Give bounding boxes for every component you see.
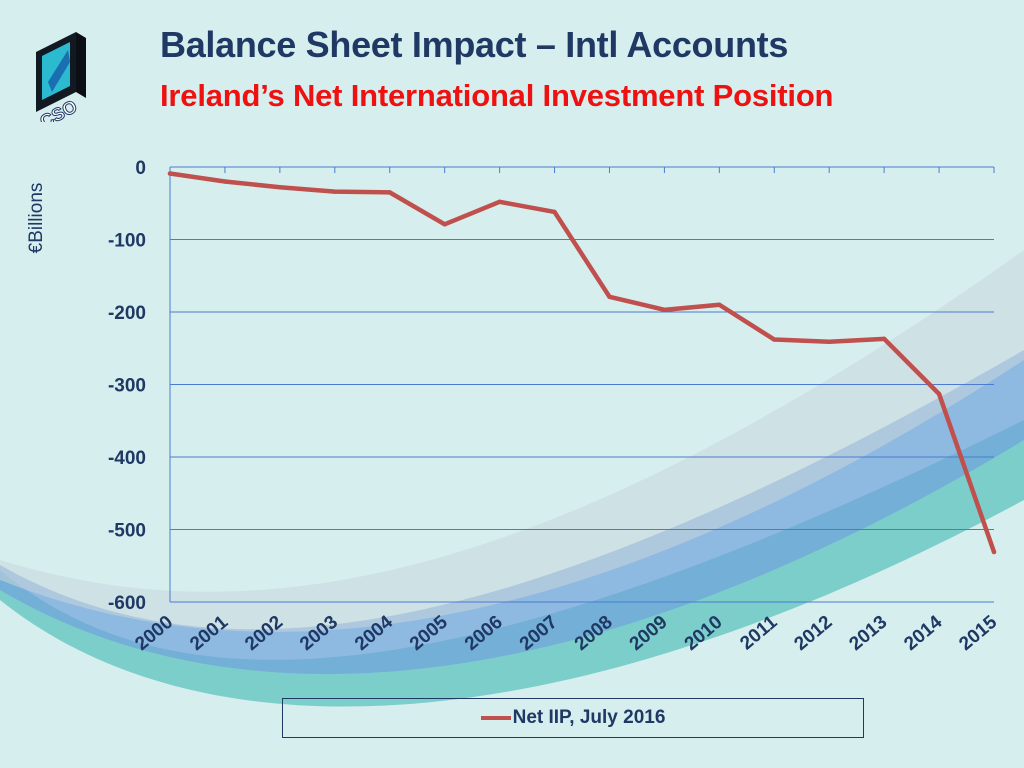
data-point <box>552 209 557 215</box>
data-point <box>442 222 447 227</box>
data-point <box>772 337 777 342</box>
x-tick-label: 2007 <box>516 612 562 655</box>
x-tick-label: 2012 <box>791 612 837 655</box>
data-point <box>277 185 283 190</box>
x-tick-label: 2011 <box>736 611 781 654</box>
y-tick-label: -100 <box>108 231 146 252</box>
data-point <box>387 190 392 195</box>
legend: Net IIP, July 2016 <box>282 698 864 738</box>
x-tick-label: 2002 <box>241 612 287 655</box>
cso-logo-icon: CSO <box>36 32 86 122</box>
x-tick-labels: 2000 2001 2002 2003 2004 2005 2006 2007 2008 2009… <box>131 611 1001 655</box>
x-tick-label: 2015 <box>955 611 1001 655</box>
y-tick-label: 0 <box>135 158 146 179</box>
y-axis-label: €Billions <box>26 183 47 254</box>
data-point <box>607 294 612 299</box>
y-tick-label: -200 <box>108 303 146 324</box>
y-tick-label: -300 <box>108 376 146 397</box>
axes <box>169 167 995 602</box>
data-point <box>936 391 942 397</box>
x-tick-label: 2008 <box>571 612 617 655</box>
data-point <box>717 302 722 307</box>
x-tick-label: 2010 <box>681 612 727 655</box>
x-tick-label: 2013 <box>845 612 891 655</box>
data-point <box>881 336 887 342</box>
y-tick-label: -600 <box>108 593 146 614</box>
x-tick-label: 2003 <box>296 612 342 655</box>
legend-swatch <box>480 716 511 720</box>
data-point <box>222 179 228 184</box>
gridlines <box>170 166 994 603</box>
page-title: Balance Sheet Impact – Intl Accounts <box>160 24 789 65</box>
data-point <box>827 339 832 344</box>
x-tick-label: 2009 <box>626 612 672 655</box>
x-tick-label: 2000 <box>131 612 177 655</box>
x-tick-label: 2001 <box>186 611 232 655</box>
page-subtitle: Ireland’s Net International Investment P… <box>160 78 834 113</box>
y-tick-label: -500 <box>108 521 146 542</box>
data-point <box>167 171 173 176</box>
series-lines <box>167 171 997 555</box>
data-point <box>332 189 337 194</box>
data-point <box>991 549 997 555</box>
x-tick-label: 2005 <box>406 611 452 655</box>
y-tick-labels: 0 -100 -200 -300 -400 -500 -600 <box>108 158 146 614</box>
data-point <box>497 199 502 204</box>
x-tick-label: 2004 <box>351 611 397 655</box>
x-tick-label: 2014 <box>900 611 946 655</box>
y-tick-label: -400 <box>108 448 146 469</box>
x-tick-label: 2006 <box>461 612 507 655</box>
series-line <box>167 171 997 555</box>
legend-label: Net IIP, July 2016 <box>512 707 666 728</box>
data-point <box>662 307 667 313</box>
